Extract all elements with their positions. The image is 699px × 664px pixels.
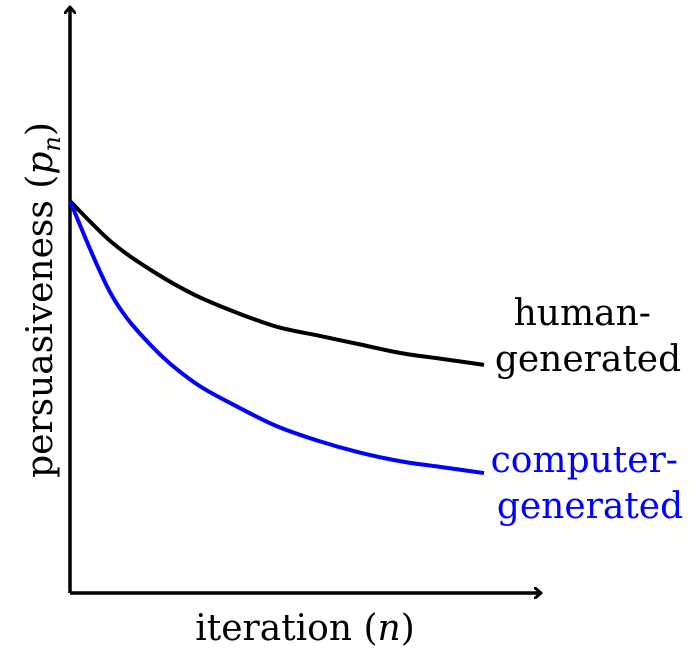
series-label-computer-line1: computer- (491, 440, 678, 481)
series-line-human (68, 199, 485, 367)
x-axis-label-text: iteration (195, 608, 352, 649)
series-label-computer: computer- generated (491, 440, 690, 527)
series-label-computer-line2: generated (497, 486, 683, 527)
series-group (68, 199, 485, 476)
y-axis-label-var: p (20, 152, 61, 175)
x-axis-label-var: n (378, 608, 401, 649)
y-axis-label: persuasiveness (pn) (20, 122, 66, 478)
y-axis-label-sub: n (38, 136, 66, 151)
series-label-human: human- generated (495, 293, 681, 380)
x-axis-label: iteration (n) (195, 608, 415, 649)
series-line-computer (68, 200, 485, 476)
y-axis-label-text: persuasiveness (20, 200, 61, 478)
series-label-human-line2: generated (495, 339, 681, 380)
series-label-human-line1: human- (514, 293, 651, 334)
